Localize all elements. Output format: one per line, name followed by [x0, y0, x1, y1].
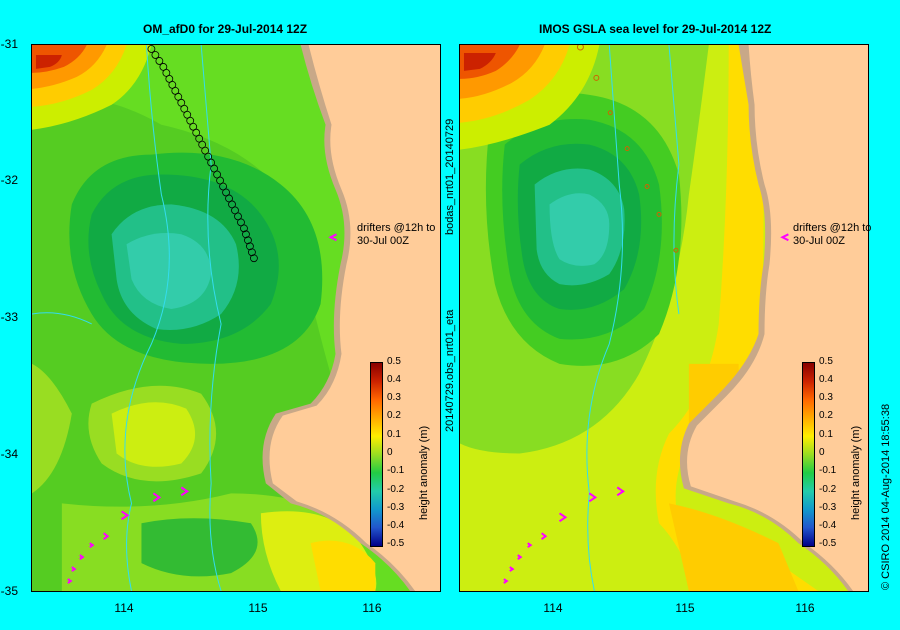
- right-drifter-note: drifters @12h to 30-Jul 00Z: [793, 222, 872, 247]
- right-side-text-top: bodas_nrt01_20140729: [444, 118, 456, 235]
- drifter-arrows-left: [67, 233, 337, 584]
- drifter-obs-right: [576, 45, 679, 253]
- right-colorbar-label: height anomaly (m): [850, 425, 862, 520]
- credit-text: © CSIRO 2014 04-Aug-2014 18:55:38: [880, 403, 892, 590]
- drifter-track-left: [147, 45, 258, 263]
- left-map[interactable]: [31, 44, 441, 592]
- left-drifter-note: drifters @12h to 30-Jul 00Z: [357, 222, 436, 247]
- drifter-arrows-right: [503, 233, 789, 584]
- left-colorbar-label: height anomaly (m): [418, 425, 430, 520]
- right-panel-title: IMOS GSLA sea level for 29-Jul-2014 12Z: [539, 22, 772, 36]
- left-panel-title: OM_afD0 for 29-Jul-2014 12Z: [143, 22, 308, 36]
- right-colorbar: [802, 362, 815, 547]
- left-colorbar: [370, 362, 383, 547]
- right-map[interactable]: [459, 44, 869, 592]
- right-side-text-bottom: 20140729.obs_nrt01_eta: [444, 309, 456, 432]
